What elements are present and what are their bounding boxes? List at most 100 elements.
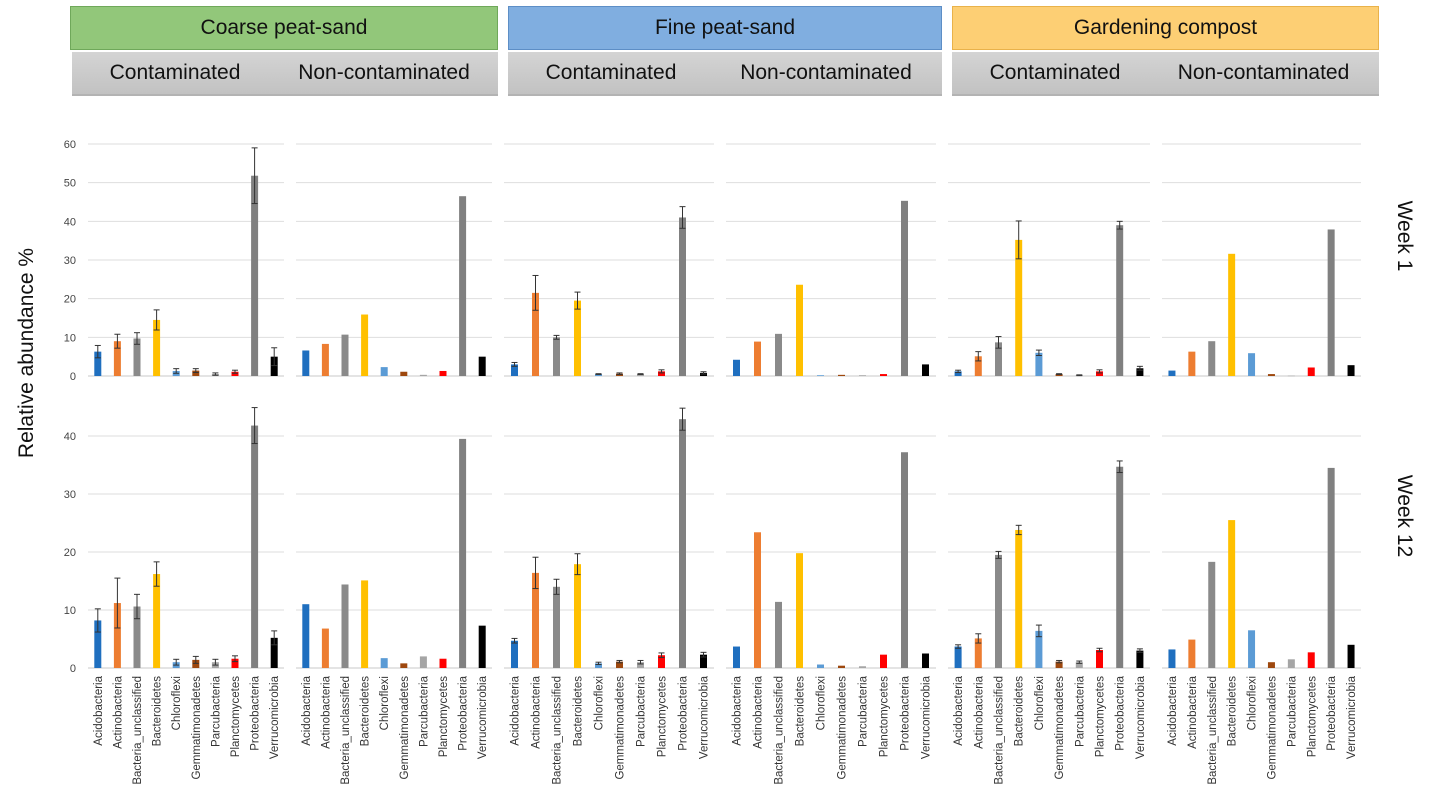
subheader-contaminated: Contaminated [989,61,1121,84]
x-tick-label: Bacteroidetes [1014,676,1026,747]
x-tick-label: Chloroflexi [171,676,183,730]
x-tick-label: Chloroflexi [816,676,828,730]
subheader-non-contaminated: Non-contaminated [1177,61,1350,84]
bar [974,356,982,376]
bar [251,175,259,376]
bar [616,661,623,668]
bar [817,375,824,376]
bar [94,620,102,668]
x-tick-label: Actinobacteria [973,675,985,748]
bar [380,658,388,668]
bar [880,654,887,668]
x-tick-label: Bacteroidetes [795,676,807,747]
bar [1188,639,1196,668]
subheader-non-contaminated: Non-contaminated [740,61,912,84]
x-tick-label: Planctomycetes [438,676,450,757]
bar [1168,370,1176,376]
y-tick-label: 30 [64,489,76,501]
bar [754,532,761,668]
x-tick-label: Verrucomicrobia [1135,675,1147,759]
x-tick-label: Verrucomicrobia [921,675,933,759]
x-tick-label: Actinobacteria [753,675,765,748]
bar [1096,650,1103,668]
bar [1168,649,1176,668]
bar [302,350,310,376]
bar [1307,367,1315,376]
x-tick-label: Acidobacteria [93,675,105,745]
x-tick-label: Chloroflexi [1034,676,1046,730]
x-tick-label: Acidobacteria [953,675,965,745]
bar [954,646,962,668]
bar [658,371,665,376]
bar [995,342,1002,376]
bars-layer [94,147,1355,668]
x-tick-label: Chloroflexi [594,676,606,730]
bar [1327,229,1335,376]
bar [595,374,602,376]
bar [1327,467,1335,668]
bar [1035,630,1043,668]
subheader-bar-coarse: Contaminated Non-contaminated [72,52,498,96]
x-tick-label: Gemmatimonadetes [837,676,849,780]
x-tick-label: Actinobacteria [320,675,332,748]
bar [637,662,644,668]
bar [1188,351,1196,376]
bar [459,438,467,668]
bar [419,374,427,376]
x-tick-label: Bacteroidetes [152,676,164,747]
bar [113,603,121,668]
y-tick-label: 0 [70,371,76,383]
x-tick-label: Planctomycetes [230,676,242,757]
bar [1116,466,1124,668]
x-tick-label: Chloroflexi [379,676,391,730]
grid-layer [88,143,1361,669]
bar [511,364,518,376]
x-tick-label: Proteobacteria [900,675,912,750]
bar [478,625,486,668]
bar [553,337,560,376]
bar [679,419,686,668]
bar [153,574,161,668]
bar [439,370,447,376]
bar [880,374,887,376]
bar [796,553,803,668]
bar [1015,529,1023,668]
x-tick-label: Verrucomicrobia [1346,675,1358,759]
bar [974,638,982,668]
bar [321,628,329,668]
bar [838,665,845,668]
bar [954,371,962,376]
week-label-12: Week 12 [1393,475,1416,558]
y-tick-label: 40 [64,216,76,228]
x-tick-label: Acidobacteria [732,675,744,745]
bar [1116,225,1124,376]
bar [1096,371,1103,376]
labels-layer: 0 10 20 30 40 50 60 0 10 20 30 40 Acidobacteria Actin… [64,139,1358,785]
x-tick-label: Planctomycetes [1095,676,1107,757]
bar [380,367,388,376]
bar [901,200,908,376]
x-tick-label: Bacteria_unclassified [132,676,144,785]
x-tick-label: Proteobacteria [1115,675,1127,750]
x-tick-label: Proteobacteria [458,675,470,750]
bar [1267,374,1275,376]
x-tick-label: Verrucomicrobia [477,675,489,759]
bar [1287,659,1295,668]
x-tick-label: Planctomycetes [1306,676,1318,757]
bar [321,343,329,376]
y-tick-label: 40 [64,431,76,443]
x-tick-label: Gemmatimonadetes [191,676,203,780]
bar [1055,661,1063,668]
bar [1228,520,1236,668]
y-tick-label: 0 [70,663,76,675]
bar [231,658,239,668]
bar [302,604,310,668]
y-tick-label: 20 [64,294,76,306]
week-label-1: Week 1 [1393,201,1416,272]
group-header-coarse-peat-sand: Coarse peat-sand [70,6,498,50]
bar [192,659,200,668]
bar [153,319,161,376]
group-header-fine-peat-sand: Fine peat-sand [508,6,942,50]
bar [775,601,782,668]
x-tick-label: Parcubacteria [858,675,870,747]
